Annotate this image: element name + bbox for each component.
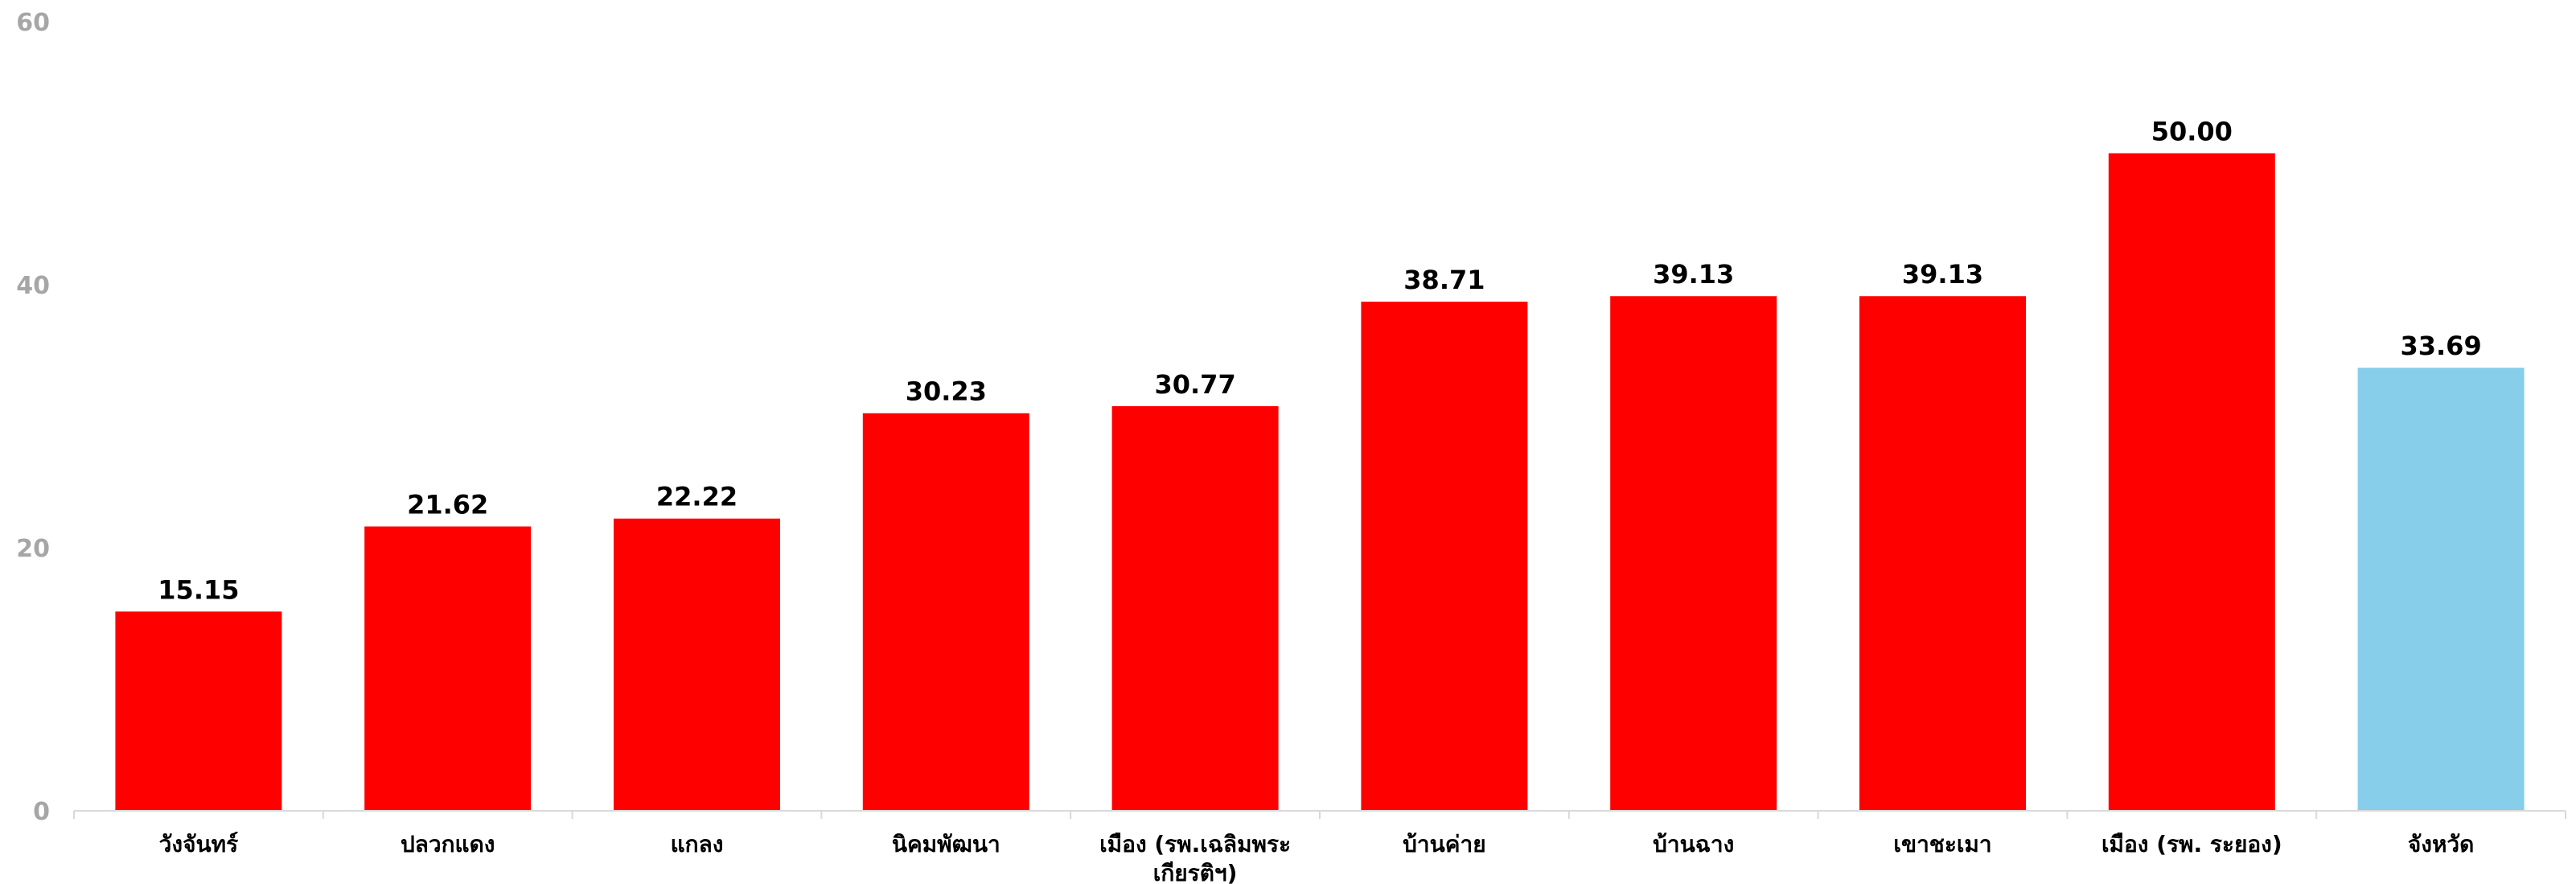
bar xyxy=(614,518,780,811)
bar xyxy=(1111,405,1279,811)
bar xyxy=(115,611,282,811)
x-tick-label: แกลง xyxy=(671,831,724,857)
x-tick-label: ปลวกแดง xyxy=(401,831,495,857)
data-label: 30.77 xyxy=(1154,369,1235,400)
x-axis: วังจันทร์ ปลวกแดง แกลง นิคมพัฒนา เมือง (รพ.เ… xyxy=(73,810,2566,884)
bar xyxy=(862,413,1029,811)
data-label: 39.13 xyxy=(1902,259,1983,290)
y-axis: 0 20 40 60 xyxy=(16,9,50,826)
data-labels: 15.15 21.62 22.22 30.23 30.77 38.71 39.13 39.13… xyxy=(158,117,2481,606)
bar xyxy=(364,526,532,811)
y-tick-label: 20 xyxy=(16,535,50,563)
data-label: 39.13 xyxy=(1653,259,1734,290)
x-tick-label: เกียรติฯ) xyxy=(1153,860,1238,884)
data-label: 22.22 xyxy=(656,482,737,512)
x-tick-label: บ้านค่าย xyxy=(1403,831,1486,857)
data-label: 15.15 xyxy=(158,574,239,605)
y-tick-label: 40 xyxy=(16,272,50,300)
x-tick-label: จังหวัด xyxy=(2408,831,2474,857)
bar xyxy=(2357,368,2525,812)
x-tick-label: เขาชะเมา xyxy=(1893,831,1991,857)
bar xyxy=(1361,302,1528,811)
data-label: 50.00 xyxy=(2151,117,2233,147)
data-label: 30.23 xyxy=(906,376,987,407)
y-tick-label: 60 xyxy=(16,9,50,37)
x-tick-label: นิคมพัฒนา xyxy=(892,831,1000,857)
x-tick-label: บ้านฉาง xyxy=(1653,831,1734,857)
x-tick-label: เมือง (รพ.เฉลิมพระ xyxy=(1099,831,1291,857)
data-label: 21.62 xyxy=(407,490,488,520)
x-tick-label: วังจันทร์ xyxy=(159,831,238,857)
data-label: 38.71 xyxy=(1403,265,1485,295)
bar-series xyxy=(115,153,2525,812)
bar xyxy=(2108,153,2275,811)
bar xyxy=(1610,296,1777,811)
data-label: 33.69 xyxy=(2400,331,2481,361)
bar xyxy=(1859,296,2026,811)
x-tick-label: เมือง (รพ. ระยอง) xyxy=(2101,831,2282,857)
y-tick-label: 0 xyxy=(33,798,50,826)
